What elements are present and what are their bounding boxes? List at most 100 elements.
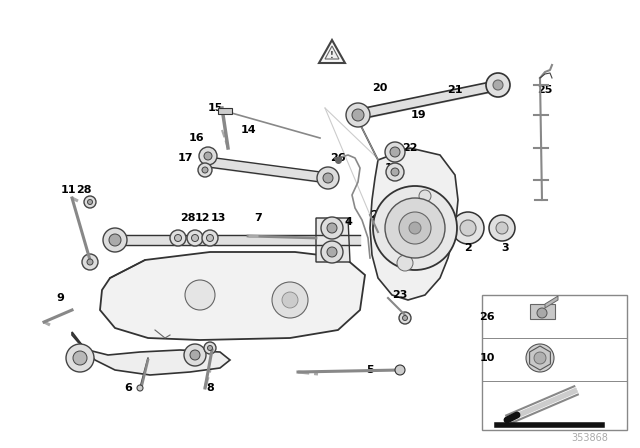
Text: 11: 11 xyxy=(60,185,76,195)
Circle shape xyxy=(419,190,431,202)
Circle shape xyxy=(323,173,333,183)
Text: 5: 5 xyxy=(366,365,374,375)
Circle shape xyxy=(137,385,143,391)
Circle shape xyxy=(537,308,547,318)
Text: 19: 19 xyxy=(410,110,426,120)
Polygon shape xyxy=(316,218,350,262)
Circle shape xyxy=(346,103,370,127)
Circle shape xyxy=(385,142,405,162)
Circle shape xyxy=(534,352,546,364)
Text: 28: 28 xyxy=(76,185,92,195)
Circle shape xyxy=(272,282,308,318)
Text: 20: 20 xyxy=(372,83,388,93)
Circle shape xyxy=(175,234,182,241)
Circle shape xyxy=(184,344,206,366)
Circle shape xyxy=(460,220,476,236)
Text: 25: 25 xyxy=(538,85,553,95)
Circle shape xyxy=(403,315,408,320)
Bar xyxy=(484,383,625,425)
Circle shape xyxy=(202,167,208,173)
Text: 14: 14 xyxy=(240,125,256,135)
Bar xyxy=(482,295,627,430)
Circle shape xyxy=(486,73,510,97)
Circle shape xyxy=(207,234,214,241)
Polygon shape xyxy=(545,296,558,308)
Circle shape xyxy=(385,198,445,258)
Circle shape xyxy=(395,365,405,375)
Circle shape xyxy=(409,222,421,234)
Circle shape xyxy=(204,342,216,354)
Circle shape xyxy=(390,147,400,157)
Circle shape xyxy=(191,234,198,241)
Text: 26: 26 xyxy=(330,153,346,163)
Circle shape xyxy=(73,351,87,365)
Circle shape xyxy=(399,312,411,324)
Circle shape xyxy=(321,217,343,239)
Text: 22: 22 xyxy=(403,143,418,153)
Circle shape xyxy=(109,234,121,246)
Circle shape xyxy=(282,292,298,308)
Text: 6: 6 xyxy=(124,383,132,393)
Text: 353868: 353868 xyxy=(572,433,609,443)
Polygon shape xyxy=(72,332,230,375)
Circle shape xyxy=(82,254,98,270)
Text: 3: 3 xyxy=(501,243,509,253)
Circle shape xyxy=(391,168,399,176)
Circle shape xyxy=(373,186,457,270)
Circle shape xyxy=(321,241,343,263)
Text: 28: 28 xyxy=(180,213,196,223)
Circle shape xyxy=(185,280,215,310)
Text: 24: 24 xyxy=(370,210,386,220)
Text: 27: 27 xyxy=(323,55,338,65)
Circle shape xyxy=(204,152,212,160)
Circle shape xyxy=(207,345,212,350)
Text: 10: 10 xyxy=(479,353,495,363)
Circle shape xyxy=(399,212,431,244)
Circle shape xyxy=(66,344,94,372)
Text: 2: 2 xyxy=(464,243,472,253)
Text: !: ! xyxy=(330,51,334,60)
Text: 18: 18 xyxy=(384,163,400,173)
Circle shape xyxy=(386,163,404,181)
Polygon shape xyxy=(325,46,339,59)
Text: 17: 17 xyxy=(177,153,193,163)
Text: 15: 15 xyxy=(207,103,223,113)
Polygon shape xyxy=(100,252,365,340)
Text: 23: 23 xyxy=(392,290,408,300)
Circle shape xyxy=(397,255,413,271)
Circle shape xyxy=(327,247,337,257)
Circle shape xyxy=(199,147,217,165)
Circle shape xyxy=(452,212,484,244)
Circle shape xyxy=(202,230,218,246)
Text: 1: 1 xyxy=(406,243,414,253)
Circle shape xyxy=(87,259,93,265)
Circle shape xyxy=(526,344,554,372)
Text: 7: 7 xyxy=(254,213,262,223)
Circle shape xyxy=(84,196,96,208)
Circle shape xyxy=(170,230,186,246)
Circle shape xyxy=(190,350,200,360)
Circle shape xyxy=(352,109,364,121)
Circle shape xyxy=(496,222,508,234)
Text: 4: 4 xyxy=(344,217,352,227)
Text: 9: 9 xyxy=(56,293,64,303)
Circle shape xyxy=(187,230,203,246)
Circle shape xyxy=(489,215,515,241)
Text: 13: 13 xyxy=(211,213,226,223)
Text: 12: 12 xyxy=(195,213,210,223)
Circle shape xyxy=(327,223,337,233)
Circle shape xyxy=(198,163,212,177)
Text: 26: 26 xyxy=(479,312,495,322)
Text: 16: 16 xyxy=(188,133,204,143)
Polygon shape xyxy=(218,108,232,114)
Polygon shape xyxy=(370,148,458,300)
Text: 21: 21 xyxy=(447,85,463,95)
Circle shape xyxy=(103,228,127,252)
Circle shape xyxy=(88,199,93,204)
Polygon shape xyxy=(319,40,345,63)
Circle shape xyxy=(493,80,503,90)
Text: 8: 8 xyxy=(206,383,214,393)
Text: 10: 10 xyxy=(72,350,88,360)
Bar xyxy=(530,304,555,319)
Polygon shape xyxy=(530,346,550,370)
